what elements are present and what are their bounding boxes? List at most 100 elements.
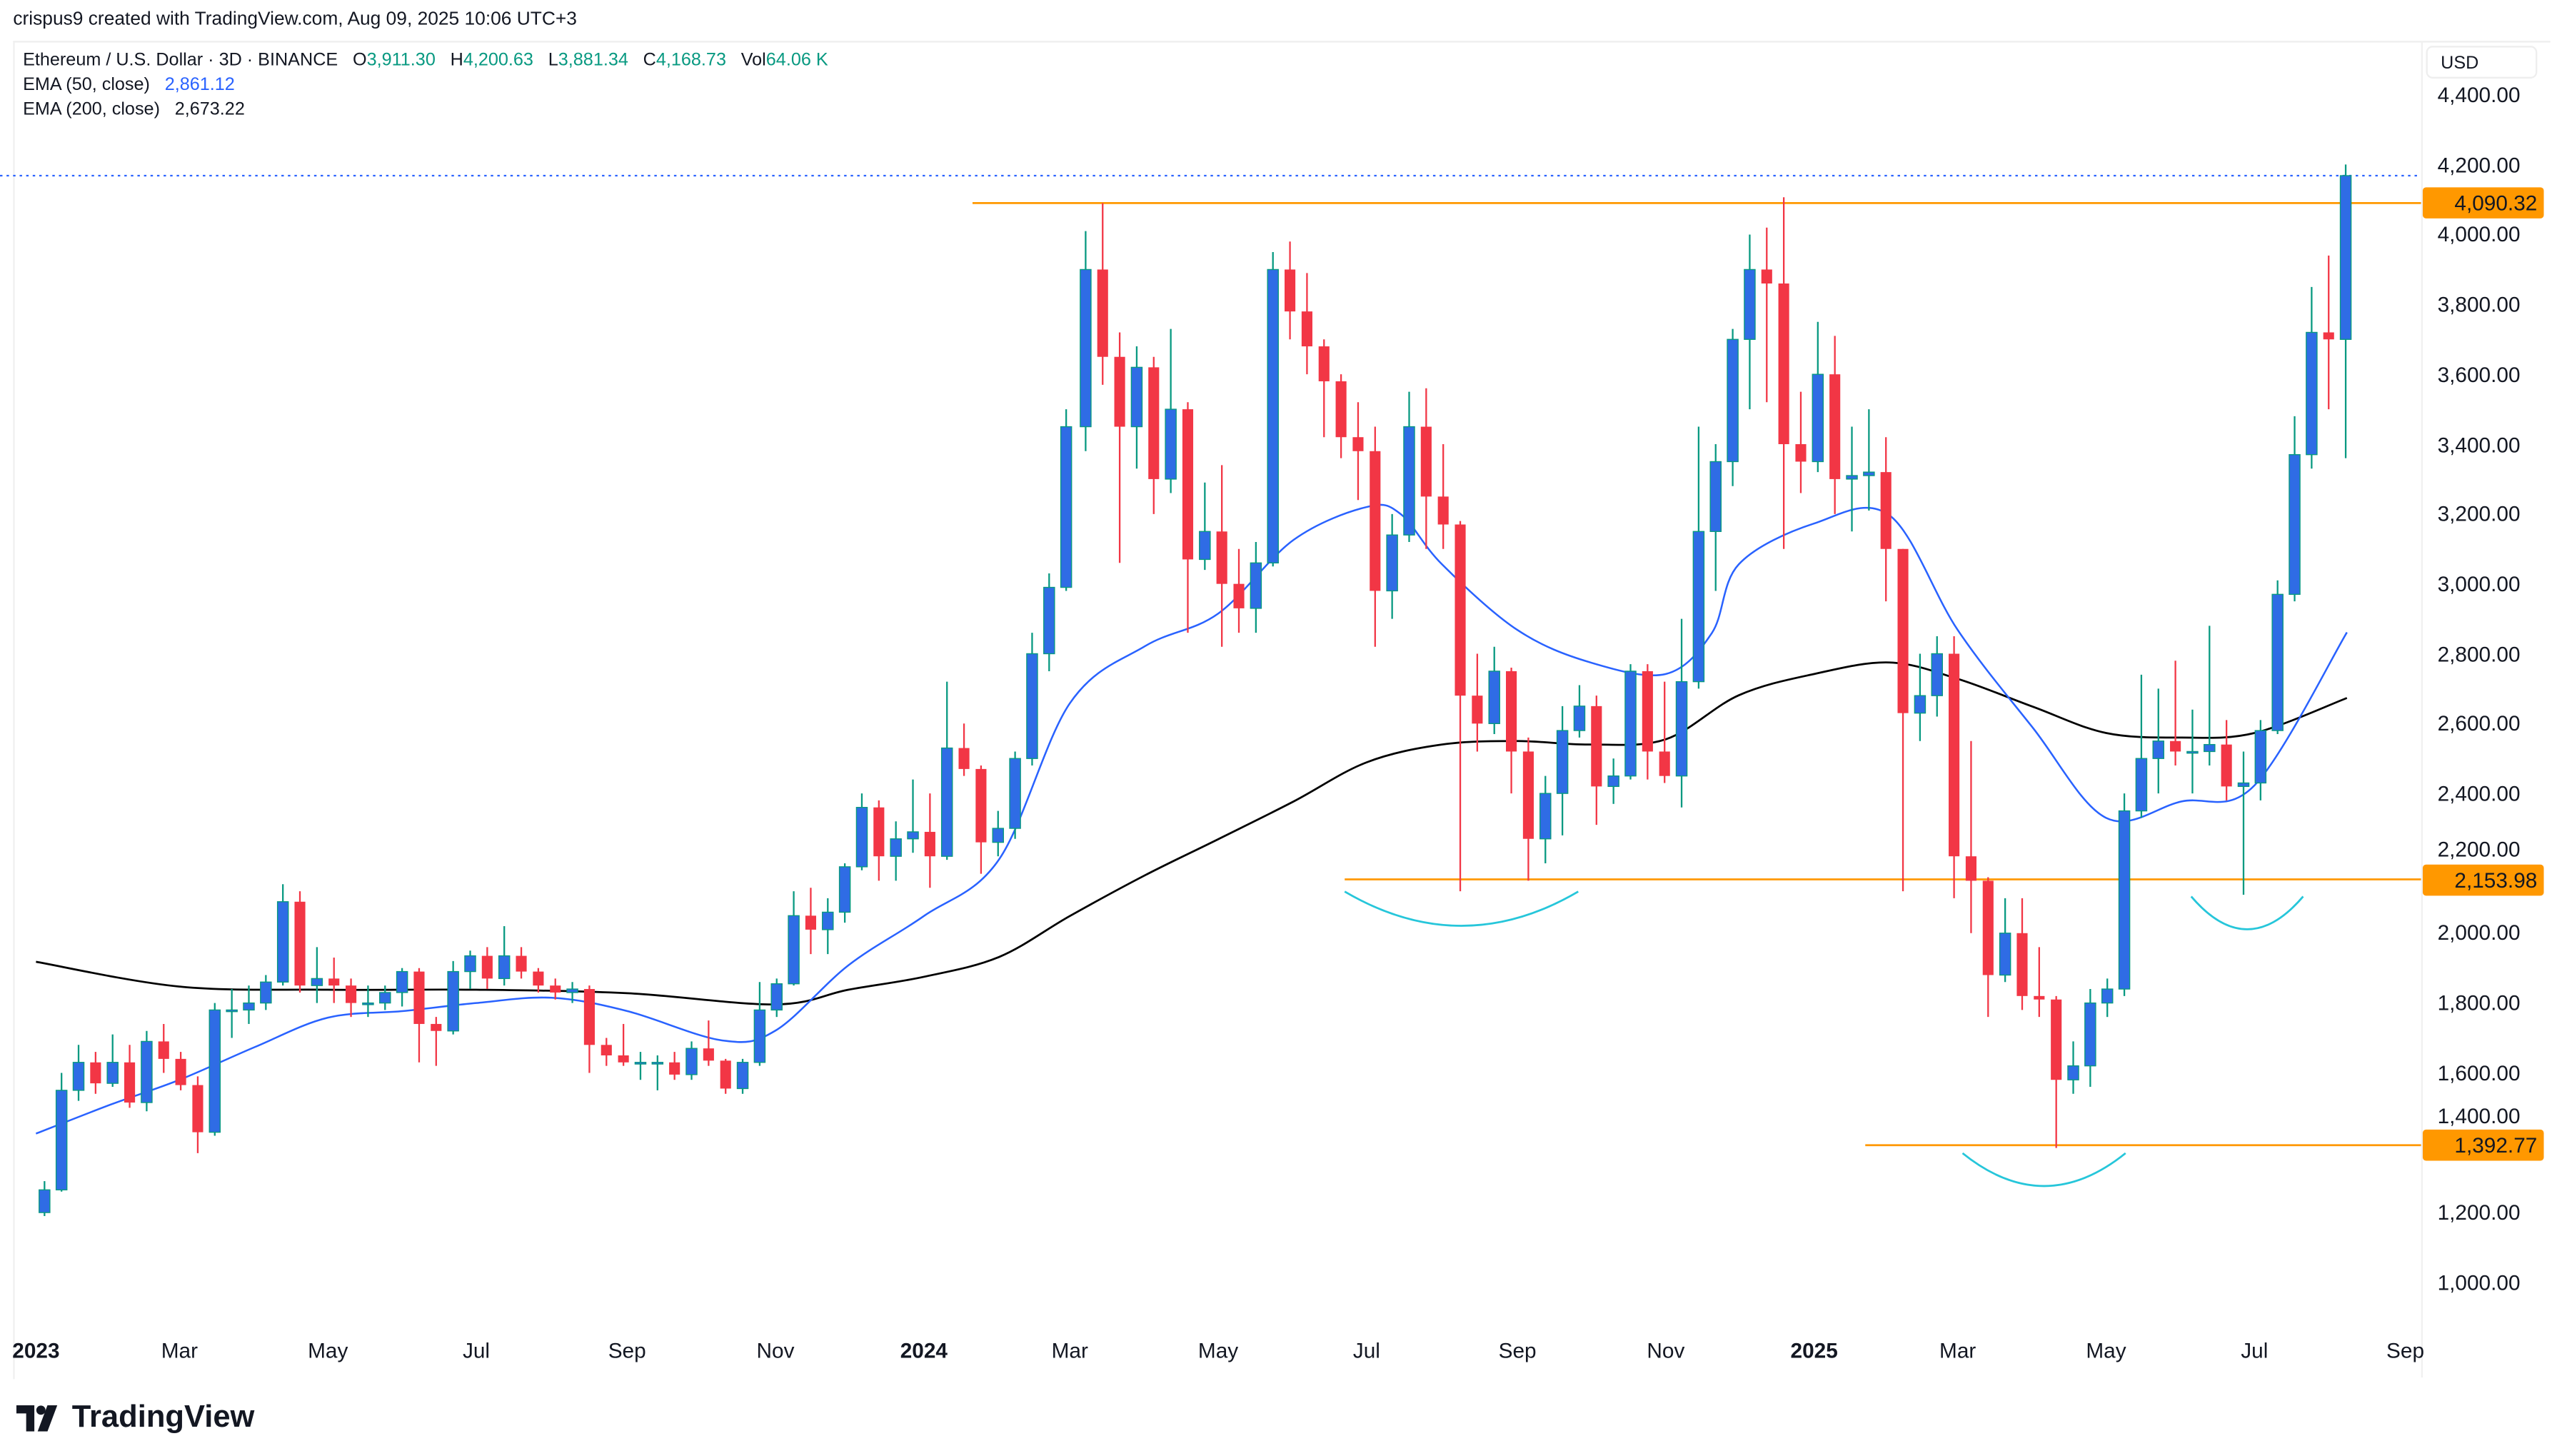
candle-up xyxy=(1267,268,1279,563)
candle-down xyxy=(1216,531,1227,584)
candle-down xyxy=(1880,472,1892,549)
time-tick-label: 2025 xyxy=(1790,1338,1838,1363)
candle-up xyxy=(1539,793,1552,840)
symbol-title[interactable]: Ethereum / U.S. Dollar · 3D · BINANCE xyxy=(23,51,338,71)
candle-down xyxy=(124,1062,136,1103)
candle-down xyxy=(516,955,527,972)
candle-up xyxy=(890,838,902,857)
time-tick-label: 2024 xyxy=(900,1338,948,1363)
price-chart[interactable] xyxy=(0,41,2421,1374)
candle-up xyxy=(260,981,272,1004)
candle-up xyxy=(753,1009,766,1063)
level-price-label: 4,090.32 xyxy=(2422,187,2544,219)
candle-down xyxy=(601,1045,612,1055)
candle-up xyxy=(822,911,834,930)
candle-down xyxy=(1659,751,1670,776)
level-price-label: 2,153.98 xyxy=(2422,863,2544,895)
time-tick-label: Mar xyxy=(1051,1338,1088,1363)
candle-up xyxy=(1709,461,1722,532)
candle-down xyxy=(1642,671,1653,752)
candle-down xyxy=(1778,283,1789,445)
time-tick-label: Nov xyxy=(1647,1338,1685,1363)
pattern-arc xyxy=(1961,1152,2126,1188)
candle-up xyxy=(770,983,783,1011)
high-label: H xyxy=(450,51,463,71)
candle-down xyxy=(1506,671,1517,752)
price-tick-label: 1,800.00 xyxy=(2437,990,2521,1015)
candle-down xyxy=(158,1041,169,1059)
candle-up xyxy=(72,1062,85,1091)
candle-down xyxy=(1148,367,1160,479)
candle-up xyxy=(634,1062,647,1065)
candle-up xyxy=(379,992,391,1004)
low-label: L xyxy=(548,51,558,71)
time-tick-label: Mar xyxy=(1939,1338,1976,1363)
candle-down xyxy=(1420,426,1432,497)
candle-down xyxy=(1114,356,1125,427)
candle-up xyxy=(1199,531,1211,561)
legend: Ethereum / U.S. Dollar · 3D · BINANCE O3… xyxy=(23,49,828,123)
currency-button[interactable]: USD xyxy=(2426,46,2538,79)
candle-up xyxy=(2101,988,2114,1004)
candle-up xyxy=(55,1090,68,1190)
pattern-arc xyxy=(1344,890,1579,927)
ema200-row[interactable]: EMA (200, close) 2,673.22 xyxy=(23,98,828,122)
candle-up xyxy=(2271,593,2284,731)
candle-down xyxy=(1097,269,1108,357)
candle-down xyxy=(1182,409,1194,560)
candle-down xyxy=(175,1058,186,1085)
price-axis[interactable] xyxy=(2421,41,2551,1378)
candle-up xyxy=(2118,810,2131,990)
candle-down xyxy=(2034,995,2045,1000)
candle-up xyxy=(2306,331,2318,456)
candle-down xyxy=(873,807,885,857)
candle-up xyxy=(1914,695,1926,714)
time-tick-label: Jul xyxy=(2241,1338,2269,1363)
ema50-row[interactable]: EMA (50, close) 2,861.12 xyxy=(23,74,828,98)
chart-panel[interactable] xyxy=(13,41,2551,1380)
candle-up xyxy=(1846,475,1858,480)
level-price-label: 1,392.77 xyxy=(2422,1130,2544,1161)
candle-down xyxy=(1318,346,1330,381)
candle-up xyxy=(1488,671,1500,724)
candle-down xyxy=(413,971,425,1024)
time-tick-label: May xyxy=(1197,1338,1239,1363)
candle-up xyxy=(243,1002,255,1011)
price-tick-label: 4,400.00 xyxy=(2437,82,2521,108)
candle-up xyxy=(1043,586,1055,655)
candle-down xyxy=(618,1055,629,1063)
candle-up xyxy=(141,1040,153,1103)
candle-up xyxy=(226,1009,238,1013)
price-tick-label: 1,400.00 xyxy=(2437,1103,2521,1128)
candle-down xyxy=(1352,437,1364,451)
candle-down xyxy=(90,1062,101,1084)
candle-down xyxy=(1301,311,1312,347)
candle-down xyxy=(1455,524,1466,696)
price-tick-label: 4,000.00 xyxy=(2437,222,2521,247)
attribution-text: crispus9 created with TradingView.com, A… xyxy=(13,9,577,30)
price-tick-label: 4,200.00 xyxy=(2437,152,2521,177)
candle-up xyxy=(106,1062,119,1084)
candle-down xyxy=(1897,548,1909,713)
candle-up xyxy=(209,1009,221,1133)
close-label: C xyxy=(643,51,656,71)
candle-up xyxy=(464,955,476,973)
candle-down xyxy=(1233,583,1245,608)
candle-up xyxy=(1250,562,1262,609)
candle-down xyxy=(192,1085,204,1133)
candle-up xyxy=(1624,671,1637,777)
candle-down xyxy=(533,971,544,986)
candle-up xyxy=(1386,534,1398,592)
candle-down xyxy=(1335,381,1347,438)
time-tick-label: May xyxy=(308,1338,348,1363)
price-tick-label: 3,200.00 xyxy=(2437,501,2521,526)
candle-up xyxy=(940,747,953,857)
candle-down xyxy=(2170,740,2181,752)
price-tick-label: 3,600.00 xyxy=(2437,361,2521,387)
candle-down xyxy=(924,831,935,857)
candle-down xyxy=(481,955,493,979)
price-tick-label: 3,800.00 xyxy=(2437,292,2521,317)
candle-down xyxy=(1949,653,1960,857)
candle-down xyxy=(1370,451,1381,591)
candle-up xyxy=(855,807,868,868)
